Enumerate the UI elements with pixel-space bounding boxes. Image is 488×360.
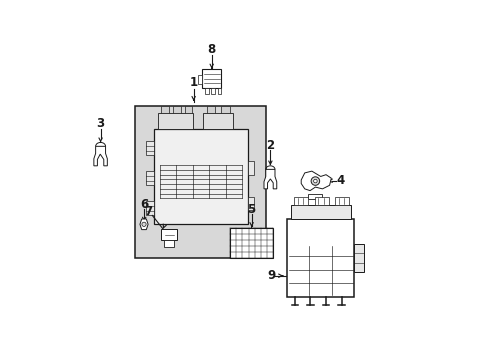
Bar xyxy=(204,88,208,94)
Bar xyxy=(211,88,215,94)
Bar xyxy=(161,229,177,240)
Bar xyxy=(161,106,169,113)
Bar xyxy=(134,105,265,258)
Text: 7: 7 xyxy=(144,205,153,218)
Text: 6: 6 xyxy=(140,198,148,211)
Bar xyxy=(314,197,328,205)
Circle shape xyxy=(142,222,146,226)
Bar xyxy=(146,171,154,185)
Text: 1: 1 xyxy=(189,76,197,89)
Text: 5: 5 xyxy=(247,203,255,216)
Bar xyxy=(307,194,322,199)
Bar xyxy=(286,219,354,297)
Text: 2: 2 xyxy=(266,139,274,152)
Bar xyxy=(293,197,307,205)
Bar xyxy=(146,141,154,155)
Text: 8: 8 xyxy=(207,44,215,57)
Bar xyxy=(146,201,154,215)
Bar xyxy=(247,197,254,210)
Bar xyxy=(157,113,193,129)
Bar xyxy=(173,106,181,113)
Bar xyxy=(202,69,221,88)
Bar xyxy=(197,76,202,84)
Bar xyxy=(354,244,364,272)
Bar xyxy=(247,161,254,175)
Bar xyxy=(230,228,272,258)
Circle shape xyxy=(310,177,319,185)
Circle shape xyxy=(313,179,317,183)
Polygon shape xyxy=(264,169,276,189)
Bar xyxy=(335,197,349,205)
Bar xyxy=(206,106,215,113)
Bar xyxy=(154,129,247,224)
Text: 4: 4 xyxy=(335,174,344,187)
Bar xyxy=(163,240,174,247)
Polygon shape xyxy=(301,171,331,191)
Bar xyxy=(217,88,221,94)
Text: 3: 3 xyxy=(96,117,104,130)
Bar xyxy=(220,106,229,113)
Polygon shape xyxy=(94,146,107,166)
Bar xyxy=(184,106,192,113)
Bar xyxy=(290,205,350,219)
Polygon shape xyxy=(140,219,148,230)
Text: 9: 9 xyxy=(266,269,275,282)
Bar xyxy=(203,113,233,129)
